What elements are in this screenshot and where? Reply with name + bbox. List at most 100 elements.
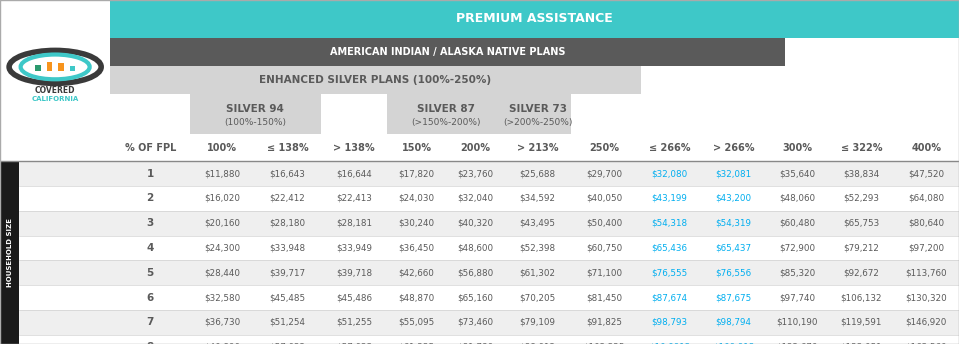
Text: $28,181: $28,181 bbox=[336, 219, 372, 228]
Bar bbox=[69, 66, 75, 71]
Text: 7: 7 bbox=[147, 317, 154, 327]
Text: $133,051: $133,051 bbox=[840, 343, 882, 344]
Text: 400%: 400% bbox=[911, 142, 941, 153]
Text: $113,760: $113,760 bbox=[905, 268, 947, 277]
Text: $28,180: $28,180 bbox=[269, 219, 306, 228]
Bar bbox=[0, 0, 110, 344]
Text: (>150%-200%): (>150%-200%) bbox=[411, 118, 480, 127]
Text: $16,643: $16,643 bbox=[269, 169, 305, 178]
Bar bbox=[19, 335, 959, 344]
Text: 8: 8 bbox=[147, 342, 153, 344]
Text: $64,080: $64,080 bbox=[908, 194, 945, 203]
Text: $39,718: $39,718 bbox=[336, 268, 372, 277]
Text: $52,398: $52,398 bbox=[520, 244, 556, 252]
Text: $39,717: $39,717 bbox=[269, 268, 306, 277]
Text: $36,450: $36,450 bbox=[399, 244, 434, 252]
Bar bbox=[190, 94, 320, 134]
Text: PREMIUM ASSISTANCE: PREMIUM ASSISTANCE bbox=[456, 12, 613, 25]
Text: $60,750: $60,750 bbox=[586, 244, 622, 252]
Text: $24,300: $24,300 bbox=[204, 244, 240, 252]
Text: $10,9912: $10,9912 bbox=[649, 343, 690, 344]
Text: $81,450: $81,450 bbox=[586, 293, 622, 302]
Bar bbox=[504, 94, 571, 134]
Text: $50,400: $50,400 bbox=[586, 219, 622, 228]
Bar bbox=[19, 186, 959, 211]
Text: ≤ 266%: ≤ 266% bbox=[649, 142, 690, 153]
Text: 200%: 200% bbox=[460, 142, 490, 153]
Text: ≤ 138%: ≤ 138% bbox=[267, 142, 308, 153]
Text: $91,825: $91,825 bbox=[586, 318, 622, 327]
Text: $54,319: $54,319 bbox=[715, 219, 752, 228]
Text: $87,675: $87,675 bbox=[715, 293, 752, 302]
Text: 300%: 300% bbox=[783, 142, 812, 153]
Text: 4: 4 bbox=[147, 243, 154, 253]
Text: 6: 6 bbox=[147, 292, 153, 303]
Text: $88,012: $88,012 bbox=[520, 343, 556, 344]
Text: $110,190: $110,190 bbox=[777, 318, 818, 327]
Text: 2: 2 bbox=[147, 193, 153, 204]
Text: $98,793: $98,793 bbox=[651, 318, 688, 327]
Text: $43,495: $43,495 bbox=[520, 219, 556, 228]
Text: CALIFORNIA: CALIFORNIA bbox=[32, 96, 79, 101]
Text: $34,592: $34,592 bbox=[520, 194, 556, 203]
Text: $43,199: $43,199 bbox=[652, 194, 688, 203]
Text: $51,255: $51,255 bbox=[336, 318, 372, 327]
Text: $47,520: $47,520 bbox=[908, 169, 945, 178]
Text: $45,486: $45,486 bbox=[336, 293, 372, 302]
Text: $22,412: $22,412 bbox=[269, 194, 305, 203]
Text: $17,820: $17,820 bbox=[399, 169, 434, 178]
Text: $16,644: $16,644 bbox=[336, 169, 372, 178]
Text: COVERED: COVERED bbox=[35, 86, 76, 95]
Text: $40,890: $40,890 bbox=[204, 343, 240, 344]
Text: 1: 1 bbox=[147, 169, 153, 179]
Bar bbox=[19, 236, 959, 260]
Text: $54,318: $54,318 bbox=[651, 219, 688, 228]
Text: $11,880: $11,880 bbox=[204, 169, 240, 178]
Text: $32,081: $32,081 bbox=[715, 169, 752, 178]
Text: $20,160: $20,160 bbox=[204, 219, 240, 228]
Text: $146,920: $146,920 bbox=[905, 318, 947, 327]
Text: $163,560: $163,560 bbox=[905, 343, 947, 344]
Text: 100%: 100% bbox=[207, 142, 237, 153]
Text: $81,780: $81,780 bbox=[457, 343, 493, 344]
Text: $61,302: $61,302 bbox=[520, 268, 556, 277]
Text: $109,913: $109,913 bbox=[713, 343, 755, 344]
Text: 5: 5 bbox=[147, 268, 153, 278]
Bar bbox=[110, 0, 959, 38]
Text: $45,485: $45,485 bbox=[269, 293, 306, 302]
Bar bbox=[0, 161, 19, 344]
Text: $65,437: $65,437 bbox=[715, 244, 752, 252]
Text: $80,640: $80,640 bbox=[908, 219, 945, 228]
Text: ≤ 322%: ≤ 322% bbox=[841, 142, 882, 153]
Text: % OF FPL: % OF FPL bbox=[125, 142, 175, 153]
Bar bbox=[19, 260, 959, 285]
Text: $16,020: $16,020 bbox=[204, 194, 240, 203]
Text: $57,022: $57,022 bbox=[269, 343, 306, 344]
Text: $102,225: $102,225 bbox=[584, 343, 625, 344]
Text: $76,556: $76,556 bbox=[715, 268, 752, 277]
Bar bbox=[110, 38, 785, 66]
Text: $32,580: $32,580 bbox=[204, 293, 241, 302]
Text: AMERICAN INDIAN / ALASKA NATIVE PLANS: AMERICAN INDIAN / ALASKA NATIVE PLANS bbox=[330, 47, 566, 57]
Text: $40,050: $40,050 bbox=[586, 194, 622, 203]
Text: > 213%: > 213% bbox=[517, 142, 558, 153]
Text: $42,660: $42,660 bbox=[399, 268, 434, 277]
Text: $32,080: $32,080 bbox=[651, 169, 688, 178]
Text: (>200%-250%): (>200%-250%) bbox=[503, 118, 573, 127]
Bar bbox=[785, 38, 959, 66]
Text: HOUSEHOLD SIZE: HOUSEHOLD SIZE bbox=[7, 218, 12, 287]
Text: SILVER 87: SILVER 87 bbox=[417, 104, 475, 114]
Bar bbox=[19, 310, 959, 335]
Text: $52,293: $52,293 bbox=[843, 194, 879, 203]
Text: 3: 3 bbox=[147, 218, 153, 228]
Text: $55,095: $55,095 bbox=[398, 318, 434, 327]
Text: $76,555: $76,555 bbox=[651, 268, 688, 277]
Text: $30,240: $30,240 bbox=[399, 219, 434, 228]
Bar bbox=[110, 66, 641, 94]
Text: $87,674: $87,674 bbox=[651, 293, 688, 302]
Text: $73,460: $73,460 bbox=[457, 318, 493, 327]
Bar bbox=[571, 94, 959, 134]
Text: $61,335: $61,335 bbox=[399, 343, 434, 344]
Text: $57,023: $57,023 bbox=[336, 343, 372, 344]
Bar bbox=[641, 66, 959, 94]
